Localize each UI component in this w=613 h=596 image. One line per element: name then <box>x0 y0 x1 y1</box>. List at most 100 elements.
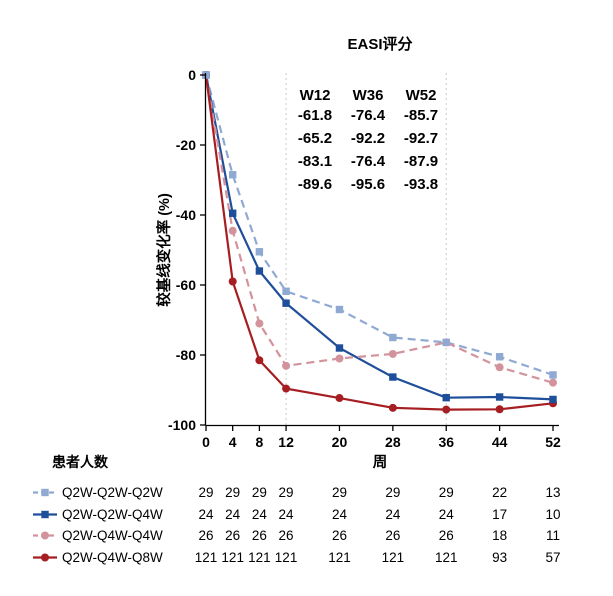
legend-label: Q2W-Q2W-Q4W <box>62 507 163 522</box>
series-marker-Q2W-Q2W-Q2W <box>549 371 557 379</box>
patient-count: 121 <box>382 550 405 565</box>
legend-label: Q2W-Q4W-Q4W <box>62 528 163 543</box>
legend-marker-icon <box>41 531 49 540</box>
series-marker-Q2W-Q2W-Q4W <box>228 209 237 217</box>
legend-marker-icon <box>41 488 49 497</box>
x-tick-label: 12 <box>278 434 294 450</box>
patient-count: 26 <box>279 528 294 543</box>
patient-count: 26 <box>385 528 400 543</box>
series-marker-Q2W-Q2W-Q4W <box>389 373 397 381</box>
patient-count: 24 <box>439 507 455 522</box>
annotation-value: -92.7 <box>404 130 438 147</box>
patient-count: 121 <box>328 550 351 565</box>
series-marker-Q2W-Q4W-Q8W <box>282 384 291 393</box>
series-marker-Q2W-Q4W-Q4W <box>282 361 291 370</box>
patient-count: 24 <box>332 507 348 522</box>
series-marker-Q2W-Q4W-Q8W <box>495 405 504 414</box>
patient-count: 26 <box>198 528 213 543</box>
patient-count: 121 <box>248 550 271 565</box>
patients-table: Q2W-Q2W-Q2W 29 29 29 29 29 29 29 22 13 Q2W-Q2W-Q4W… <box>33 485 561 565</box>
series-marker-Q2W-Q2W-Q4W <box>549 395 557 404</box>
y-tick-label: 0 <box>188 67 196 83</box>
annotation-value: -76.4 <box>351 153 386 170</box>
chart-title: EASI评分 <box>347 36 412 53</box>
axes: 0 -20 -40 -60 -80 -100 0 4 8 12 20 28 36 44 52 <box>168 67 561 450</box>
patient-count: 121 <box>435 550 458 565</box>
series-marker-Q2W-Q4W-Q4W <box>549 378 557 387</box>
series-marker-Q2W-Q2W-Q2W <box>389 333 397 342</box>
y-tick-label: -60 <box>176 277 196 293</box>
annotation-value: -85.7 <box>404 107 438 124</box>
series-marker-Q2W-Q2W-Q2W <box>335 305 344 314</box>
patient-count: 26 <box>332 528 347 543</box>
series-marker-Q2W-Q4W-Q4W <box>335 354 344 363</box>
patient-count: 121 <box>195 550 218 565</box>
patient-count: 29 <box>252 485 267 500</box>
y-tick-label: -80 <box>176 347 196 363</box>
annotation-value: -76.4 <box>351 107 386 124</box>
patients-table-title: 患者人数 <box>52 454 109 470</box>
patient-count: 18 <box>492 528 507 543</box>
patient-count: 24 <box>198 507 214 522</box>
series-marker-Q2W-Q4W-Q8W <box>255 356 264 365</box>
annotation-value: -61.8 <box>298 107 332 124</box>
series-marker-Q2W-Q2W-Q2W <box>228 171 237 179</box>
series-marker-Q2W-Q2W-Q4W <box>282 299 290 307</box>
x-tick-label: 28 <box>385 434 401 450</box>
annotation-value: -93.8 <box>404 176 438 193</box>
series-marker-Q2W-Q4W-Q8W <box>335 394 344 403</box>
annotation-table: W12 W36 W52 -61.8 -76.4 -85.7 -65.2 -92.2 -92.7 -… <box>298 87 438 193</box>
series-marker-Q2W-Q2W-Q2W <box>442 338 450 347</box>
y-tick-label: -100 <box>168 417 196 433</box>
series-marker-Q2W-Q2W-Q2W <box>255 248 264 256</box>
patient-count: 26 <box>225 528 240 543</box>
series-marker-Q2W-Q4W-Q8W <box>442 405 451 414</box>
patient-count: 26 <box>252 528 267 543</box>
series-marker-Q2W-Q2W-Q4W <box>442 394 450 402</box>
legend-label: Q2W-Q2W-Q2W <box>62 485 163 500</box>
patient-count: 121 <box>275 550 298 565</box>
annotation-value: -89.6 <box>298 176 332 193</box>
legend-marker-icon <box>41 553 49 562</box>
x-tick-label: 4 <box>229 434 237 450</box>
annotation-header: W52 <box>406 87 437 104</box>
annotation-value: -92.2 <box>351 130 385 147</box>
x-tick-label: 0 <box>202 434 210 450</box>
patient-count: 93 <box>492 550 507 565</box>
series-marker-Q2W-Q4W-Q4W <box>388 349 397 358</box>
patient-count: 24 <box>279 507 295 522</box>
patient-count: 121 <box>221 550 244 565</box>
patient-count: 29 <box>279 485 294 500</box>
patient-count: 10 <box>545 507 560 522</box>
y-axis-title: 较基线变化率 (%) <box>155 193 173 307</box>
x-axis-title: 周 <box>373 454 388 471</box>
patient-count: 13 <box>545 485 560 500</box>
patient-count: 29 <box>198 485 213 500</box>
patient-count: 11 <box>546 528 560 543</box>
series-marker-Q2W-Q2W-Q4W <box>335 344 344 352</box>
annotation-value: -95.6 <box>351 176 385 193</box>
y-tick-label: -20 <box>176 137 196 153</box>
x-tick-label: 44 <box>492 434 508 450</box>
patient-count: 29 <box>332 485 347 500</box>
annotation-value: -83.1 <box>298 153 332 170</box>
patient-count: 24 <box>225 507 241 522</box>
patient-count: 29 <box>385 485 400 500</box>
series-marker-Q2W-Q2W-Q4W <box>495 393 504 401</box>
series-marker-Q2W-Q2W-Q4W <box>255 267 264 275</box>
series-marker-Q2W-Q4W-Q4W <box>495 363 504 372</box>
annotation-header: W12 <box>300 87 331 104</box>
annotation-header: W36 <box>353 87 384 104</box>
series-marker-Q2W-Q2W-Q2W <box>495 353 504 361</box>
annotation-value: -87.9 <box>404 153 438 170</box>
series-marker-Q2W-Q4W-Q8W <box>228 277 237 286</box>
patient-count: 29 <box>225 485 240 500</box>
reference-lines <box>285 73 447 425</box>
x-tick-label: 36 <box>438 434 454 450</box>
x-tick-label: 20 <box>332 434 348 450</box>
annotation-value: -65.2 <box>298 130 332 147</box>
patient-count: 24 <box>252 507 268 522</box>
patient-count: 57 <box>545 550 560 565</box>
series-marker-Q2W-Q4W-Q4W <box>255 319 264 328</box>
